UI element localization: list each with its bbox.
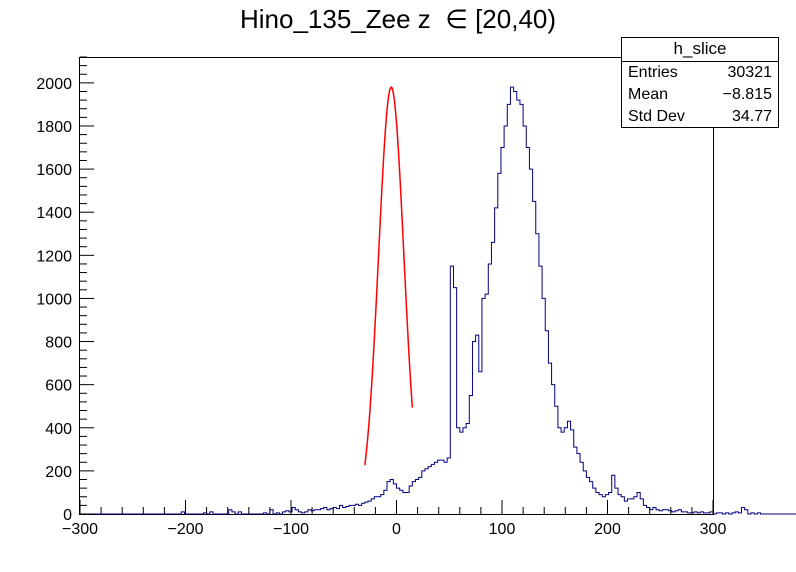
y-tick-label: 200 bbox=[45, 464, 72, 481]
stats-row-entries: Entries 30321 bbox=[622, 62, 778, 84]
axes: −300 −200 −100 0 100 200 300 0 200 400 600 800 1000 1… bbox=[36, 56, 727, 538]
x-tick-label: −300 bbox=[62, 521, 98, 538]
stats-label: Std Dev bbox=[628, 108, 685, 125]
x-tick-label: 300 bbox=[700, 521, 727, 538]
stats-box-title: h_slice bbox=[622, 38, 778, 62]
stats-value: 30321 bbox=[727, 64, 773, 81]
y-tick-label: 1600 bbox=[36, 162, 72, 179]
x-tick-label: 0 bbox=[392, 521, 401, 538]
histogram-line bbox=[80, 86, 796, 515]
stats-label: Entries bbox=[628, 64, 678, 81]
y-tick-label: 0 bbox=[63, 507, 72, 524]
fit-series bbox=[364, 86, 414, 466]
y-tick-label: 1000 bbox=[36, 291, 72, 308]
plot-frame bbox=[79, 57, 714, 515]
y-tick-label: 800 bbox=[45, 335, 72, 352]
x-tick-label: 100 bbox=[489, 521, 516, 538]
fit-curve bbox=[364, 86, 414, 466]
histogram-series bbox=[80, 86, 796, 515]
y-tick-label: 1800 bbox=[36, 119, 72, 136]
y-tick-label: 1400 bbox=[36, 205, 72, 222]
stats-value: −8.815 bbox=[722, 86, 772, 103]
x-tick-label: 200 bbox=[594, 521, 621, 538]
y-tick-label: 600 bbox=[45, 378, 72, 395]
stats-row-mean: Mean −8.815 bbox=[622, 84, 778, 106]
y-tick-label: 2000 bbox=[36, 76, 72, 93]
stats-row-stddev: Std Dev 34.77 bbox=[622, 106, 778, 128]
y-tick-label: 400 bbox=[45, 421, 72, 438]
stats-box: h_slice Entries 30321 Mean −8.815 Std De… bbox=[621, 37, 779, 128]
x-tick-label: −200 bbox=[167, 521, 203, 538]
chart-title: Hino_135_Zee z ∈ [20,40) bbox=[239, 4, 557, 34]
stats-label: Mean bbox=[628, 86, 669, 103]
x-tick-label: −100 bbox=[273, 521, 309, 538]
y-tick-label: 1200 bbox=[36, 248, 72, 265]
stats-value: 34.77 bbox=[731, 108, 772, 125]
